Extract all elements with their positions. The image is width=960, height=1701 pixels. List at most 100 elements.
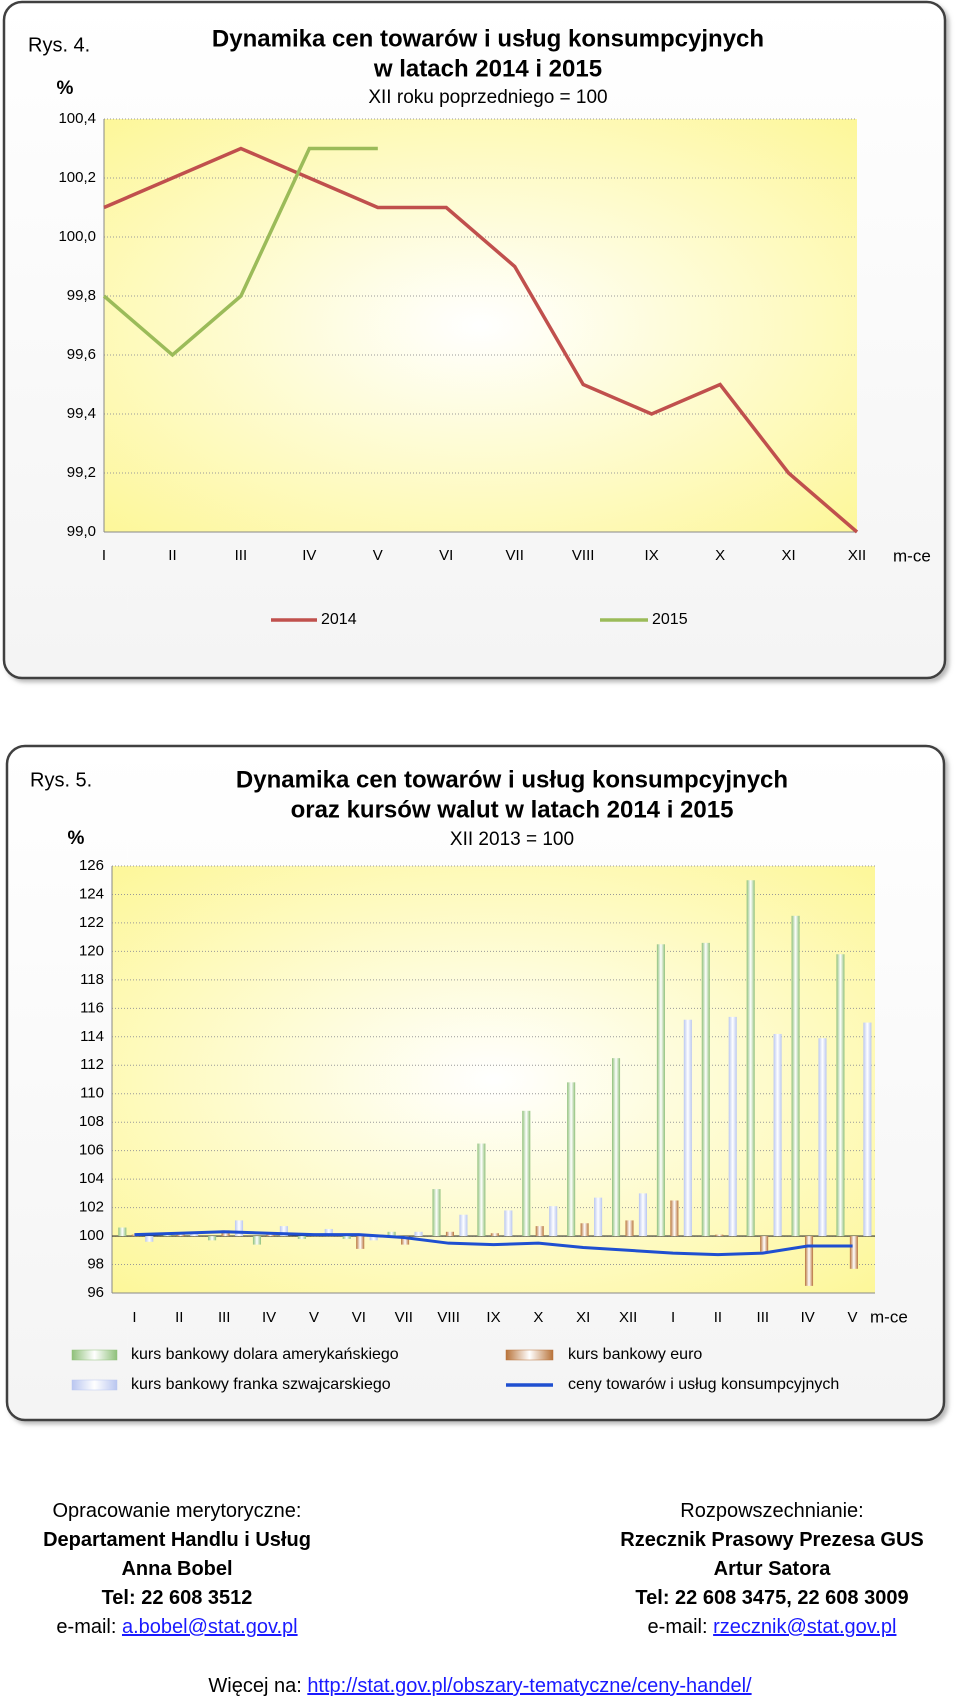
footer-line: Tel: 22 608 3512 bbox=[101, 1587, 253, 1609]
bar bbox=[863, 1022, 872, 1237]
bar bbox=[638, 1193, 647, 1237]
x-tick-label: V bbox=[373, 547, 383, 564]
series-line bbox=[103, 146, 859, 534]
chart-subtitle: XII 2013 = 100 bbox=[450, 829, 574, 850]
bar bbox=[580, 1223, 589, 1237]
x-tick-label: II bbox=[168, 547, 176, 564]
bar bbox=[728, 1016, 737, 1237]
y-tick-label: 100,0 bbox=[58, 228, 96, 245]
bar bbox=[594, 1197, 603, 1237]
y-tick-label: 100 bbox=[79, 1227, 104, 1244]
y-tick-label: 122 bbox=[79, 914, 104, 931]
x-tick-label: XII bbox=[619, 1309, 637, 1326]
legend-swatch bbox=[71, 1379, 118, 1391]
bar bbox=[342, 1236, 351, 1239]
x-tick-label: IV bbox=[801, 1309, 815, 1326]
chart-subtitle: XII roku poprzedniego = 100 bbox=[368, 87, 607, 108]
footer-heading: Opracowanie merytoryczne: bbox=[52, 1500, 302, 1522]
x-tick-label: VIII bbox=[437, 1309, 460, 1326]
bar bbox=[773, 1033, 782, 1237]
legend-label: 2014 bbox=[321, 611, 357, 628]
y-tick-label: 102 bbox=[79, 1199, 104, 1216]
bar bbox=[324, 1228, 333, 1237]
chart-title: Dynamika cen towarów i usług konsumpcyjn… bbox=[236, 766, 788, 793]
bar bbox=[266, 1234, 275, 1237]
bar bbox=[670, 1200, 679, 1237]
bar bbox=[715, 1234, 724, 1237]
bar bbox=[387, 1231, 396, 1237]
bar bbox=[549, 1206, 558, 1237]
legend-swatch bbox=[505, 1349, 554, 1361]
email-label: e-mail: bbox=[647, 1616, 708, 1638]
email-link[interactable]: rzecznik@stat.gov.pl bbox=[713, 1616, 897, 1638]
more-link[interactable]: http://stat.gov.pl/obszary-tematyczne/ce… bbox=[307, 1675, 752, 1697]
footer-right: Rozpowszechnianie: Rzecznik Prasowy Prez… bbox=[562, 1497, 960, 1642]
email-link[interactable]: a.bobel@stat.gov.pl bbox=[121, 1616, 298, 1638]
bar bbox=[849, 1236, 858, 1269]
y-unit: % bbox=[57, 78, 74, 99]
legend-label: kurs bankowy franka szwajcarskiego bbox=[131, 1376, 391, 1393]
y-unit: % bbox=[68, 828, 85, 849]
chart-title: oraz kursów walut w latach 2014 i 2015 bbox=[291, 796, 734, 823]
bar bbox=[118, 1227, 127, 1237]
x-tick-label: VI bbox=[352, 1309, 366, 1326]
bar bbox=[356, 1236, 365, 1249]
bar bbox=[369, 1236, 378, 1241]
y-tick-label: 98 bbox=[87, 1256, 104, 1273]
bar bbox=[567, 1082, 576, 1237]
y-tick-label: 100,2 bbox=[58, 169, 96, 186]
y-tick-label: 126 bbox=[79, 857, 104, 874]
x-tick-label: VIII bbox=[572, 547, 595, 564]
y-tick-label: 99,6 bbox=[67, 346, 96, 363]
legend-label: ceny towarów i usług konsumpcyjnych bbox=[568, 1376, 839, 1393]
legend-label: kurs bankowy euro bbox=[568, 1346, 702, 1363]
y-tick-label: 118 bbox=[80, 971, 104, 988]
footer-left: Opracowanie merytoryczne: Departament Ha… bbox=[0, 1497, 387, 1642]
charts: Rys. 4. Dynamika cen towarów i usług kons… bbox=[2, 0, 947, 1422]
more-label: Więcej na: bbox=[208, 1675, 302, 1697]
y-tick-label: 99,8 bbox=[67, 287, 96, 304]
x-tick-label: VI bbox=[439, 547, 453, 564]
x-unit: m-ce bbox=[870, 1307, 908, 1326]
x-tick-label: I bbox=[132, 1309, 136, 1326]
legend-label: kurs bankowy dolara amerykańskiego bbox=[131, 1346, 399, 1363]
figure-label: Rys. 5. bbox=[30, 769, 92, 791]
bar bbox=[445, 1231, 455, 1237]
legend-label: 2015 bbox=[652, 611, 688, 628]
email-label: e-mail: bbox=[56, 1616, 117, 1638]
x-tick-label: II bbox=[714, 1309, 722, 1326]
plot-area bbox=[112, 866, 875, 1293]
y-tick-label: 114 bbox=[80, 1028, 104, 1045]
footer-heading: Rozpowszechnianie: bbox=[680, 1500, 864, 1522]
x-tick-label: X bbox=[715, 547, 725, 564]
footer-line: Anna Bobel bbox=[121, 1558, 233, 1580]
x-tick-label: I bbox=[671, 1309, 675, 1326]
y-tick-label: 99,2 bbox=[67, 464, 96, 481]
x-tick-label: II bbox=[175, 1309, 183, 1326]
x-tick-label: XII bbox=[848, 547, 866, 564]
footer-line: Departament Handlu i Usług bbox=[43, 1529, 311, 1551]
bar bbox=[522, 1110, 531, 1237]
y-tick-label: 99,0 bbox=[67, 523, 96, 540]
bar bbox=[683, 1019, 692, 1237]
bar bbox=[836, 954, 845, 1237]
y-tick-label: 104 bbox=[79, 1170, 104, 1187]
bar bbox=[252, 1236, 262, 1245]
bar bbox=[791, 915, 800, 1237]
x-tick-label: VII bbox=[506, 547, 524, 564]
bar bbox=[414, 1231, 423, 1237]
y-tick-label: 110 bbox=[80, 1085, 104, 1102]
y-tick-label: 96 bbox=[87, 1284, 104, 1301]
bar bbox=[535, 1226, 544, 1237]
footer-line: Artur Satora bbox=[713, 1558, 831, 1580]
chart-title: Dynamika cen towarów i usług konsumpcyjn… bbox=[212, 25, 764, 52]
x-tick-label: XI bbox=[576, 1309, 590, 1326]
x-tick-label: IX bbox=[645, 547, 659, 564]
x-tick-label: IV bbox=[302, 547, 316, 564]
legend-swatch bbox=[71, 1349, 118, 1361]
bar bbox=[804, 1236, 814, 1286]
footer-line: Tel: 22 608 3475, 22 608 3009 bbox=[635, 1587, 909, 1609]
x-tick-label: V bbox=[309, 1309, 319, 1326]
x-tick-label: III bbox=[235, 547, 248, 564]
